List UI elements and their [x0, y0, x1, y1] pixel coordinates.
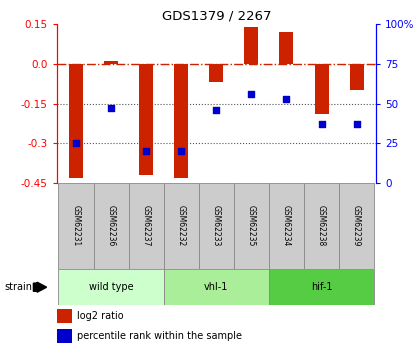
Text: log2 ratio: log2 ratio — [77, 312, 123, 322]
Text: GSM62234: GSM62234 — [282, 205, 291, 247]
Bar — [269, 183, 304, 269]
Point — [178, 148, 184, 154]
Bar — [94, 183, 129, 269]
Point — [283, 96, 290, 101]
Text: GSM62237: GSM62237 — [142, 205, 151, 247]
Text: hif-1: hif-1 — [311, 282, 332, 292]
Point — [213, 107, 220, 112]
Bar — [129, 183, 164, 269]
Text: wild type: wild type — [89, 282, 134, 292]
Bar — [58, 269, 164, 305]
Text: percentile rank within the sample: percentile rank within the sample — [77, 331, 242, 341]
Bar — [209, 64, 223, 82]
Bar — [349, 64, 364, 90]
Text: GSM62236: GSM62236 — [107, 205, 116, 247]
Text: GSM62232: GSM62232 — [177, 205, 186, 247]
Point — [353, 121, 360, 127]
Bar — [339, 183, 374, 269]
Point — [143, 148, 150, 154]
Point — [318, 121, 325, 127]
Bar — [164, 269, 269, 305]
Text: GSM62235: GSM62235 — [247, 205, 256, 247]
Bar — [315, 64, 328, 114]
Bar — [244, 27, 258, 64]
Bar — [69, 64, 83, 178]
Bar — [234, 183, 269, 269]
Point — [108, 106, 114, 111]
Bar — [139, 64, 153, 175]
Text: GSM62239: GSM62239 — [352, 205, 361, 247]
Bar — [57, 329, 72, 343]
Point — [248, 91, 255, 97]
Text: GSM62233: GSM62233 — [212, 205, 221, 247]
Bar — [104, 61, 118, 64]
Bar — [279, 32, 294, 64]
Text: vhl-1: vhl-1 — [204, 282, 228, 292]
Text: strain: strain — [4, 282, 32, 292]
Title: GDS1379 / 2267: GDS1379 / 2267 — [162, 10, 271, 23]
Text: GSM62231: GSM62231 — [71, 205, 81, 247]
Bar — [304, 183, 339, 269]
Bar — [174, 64, 188, 178]
Bar — [164, 183, 199, 269]
FancyArrow shape — [34, 282, 47, 292]
Bar — [57, 309, 72, 323]
Text: GSM62238: GSM62238 — [317, 205, 326, 247]
Bar — [269, 269, 374, 305]
Bar — [58, 183, 94, 269]
Point — [73, 140, 79, 146]
Bar — [199, 183, 234, 269]
